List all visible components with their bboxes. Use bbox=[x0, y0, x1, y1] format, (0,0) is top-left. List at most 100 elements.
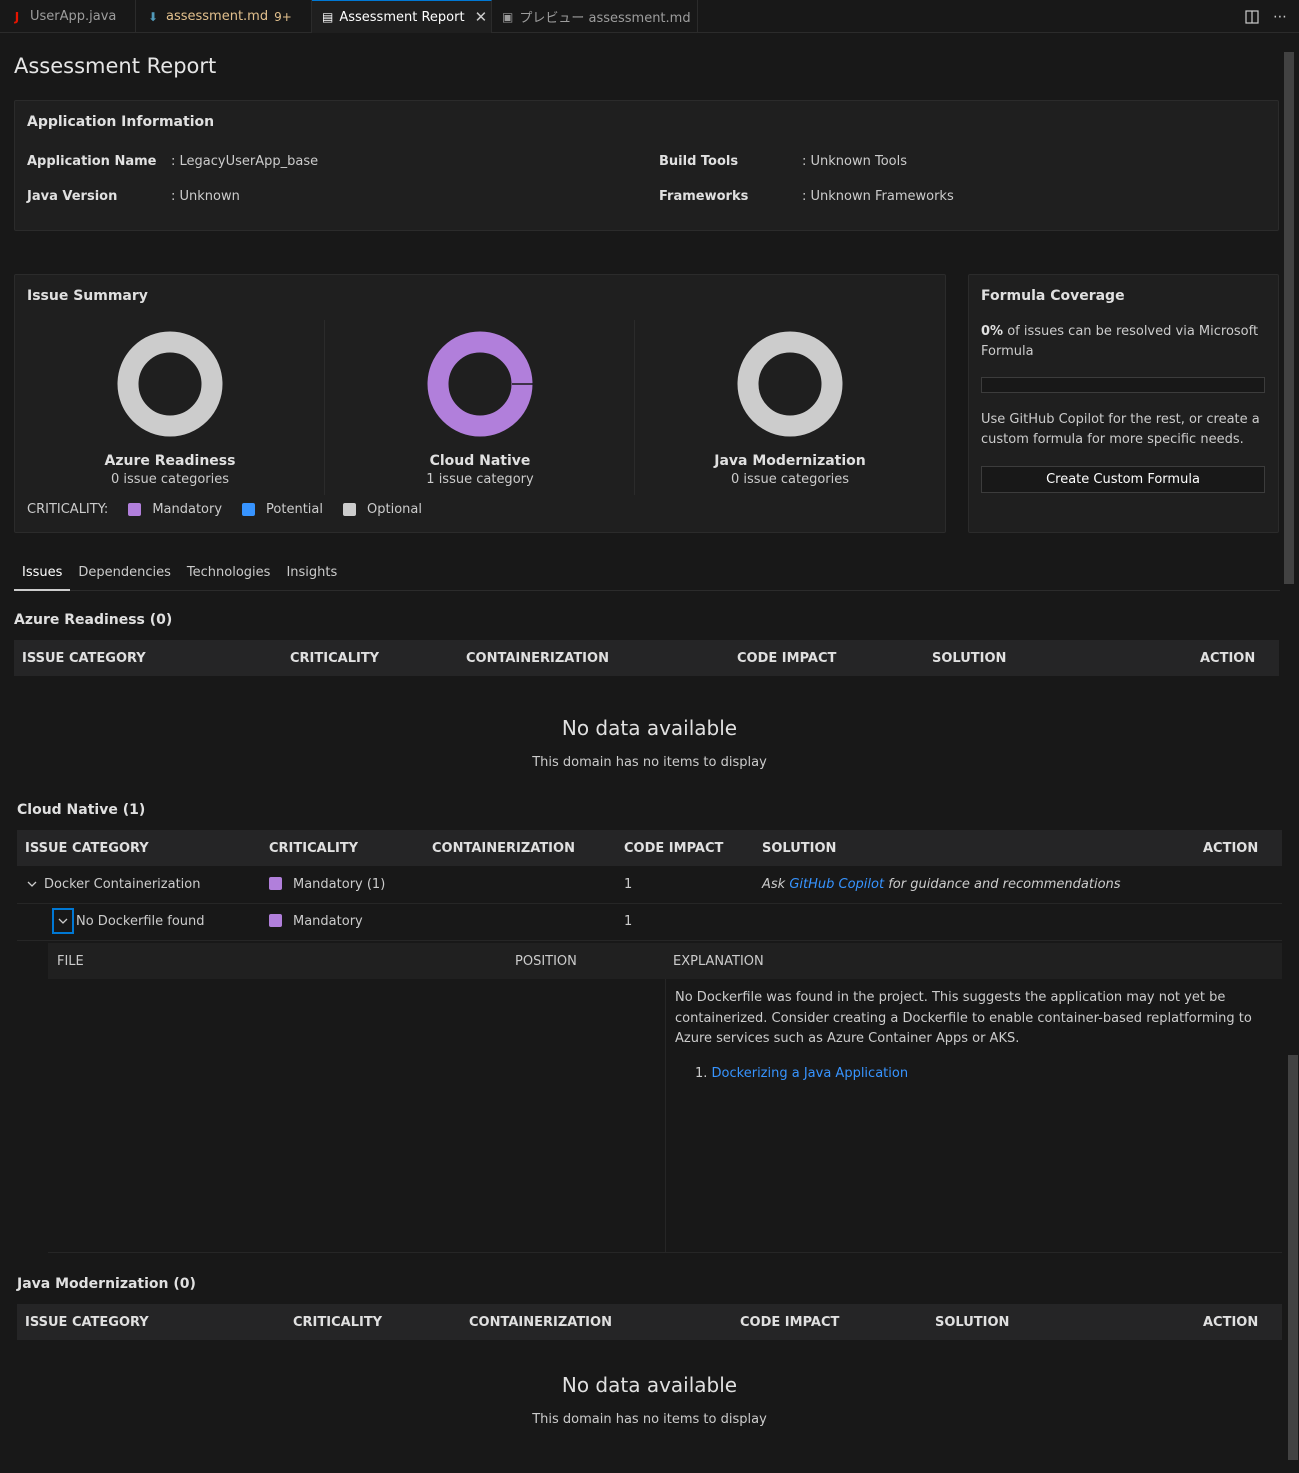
legend-item-mandatory: Mandatory bbox=[152, 502, 223, 517]
issue-summary-title: Issue Summary bbox=[27, 288, 148, 304]
criticality-label: Mandatory bbox=[293, 914, 363, 929]
report-tabs: Issues Dependencies Technologies Insight… bbox=[14, 560, 1280, 591]
more-actions-icon[interactable]: ⋯ bbox=[1273, 8, 1287, 25]
col-code-impact[interactable]: Code Impact bbox=[624, 841, 724, 856]
markdown-icon: ⬇ bbox=[147, 9, 159, 24]
col-issue-category[interactable]: Issue Category bbox=[25, 841, 149, 856]
solution-suffix: for guidance and recommendations bbox=[884, 877, 1121, 892]
donut-java-modernization[interactable]: Java Modernization 0 issue categories bbox=[660, 331, 920, 487]
frameworks-label: Frameworks bbox=[659, 189, 749, 204]
create-custom-formula-button[interactable]: Create Custom Formula bbox=[981, 466, 1265, 493]
scrollbar-thumb-lower[interactable] bbox=[1288, 1055, 1298, 1460]
col-action[interactable]: Action bbox=[1203, 841, 1259, 856]
criticality-swatch bbox=[269, 914, 282, 927]
donut-chart bbox=[427, 331, 533, 437]
scrollbar-thumb-upper[interactable] bbox=[1284, 52, 1294, 584]
chevron-down-icon[interactable] bbox=[26, 878, 38, 893]
github-copilot-link[interactable]: GitHub Copilot bbox=[789, 877, 885, 892]
col-criticality[interactable]: Criticality bbox=[290, 651, 380, 666]
col-criticality[interactable]: Criticality bbox=[293, 1315, 383, 1330]
java-no-data-subtitle: This domain has no items to display bbox=[532, 1412, 767, 1427]
tab-assessment-md[interactable]: ⬇ assessment.md 9+ bbox=[136, 0, 312, 33]
code-impact-cell: 1 bbox=[624, 914, 633, 929]
col-position[interactable]: Position bbox=[515, 954, 577, 969]
col-containerization[interactable]: Containerization bbox=[469, 1315, 612, 1330]
donut-chart bbox=[737, 331, 843, 437]
tab-dependencies[interactable]: Dependencies bbox=[78, 565, 171, 580]
formula-coverage-title: Formula Coverage bbox=[981, 288, 1125, 304]
chevron-down-icon[interactable] bbox=[52, 908, 74, 934]
tab-assessment-report[interactable]: ▤ Assessment Report ✕ bbox=[312, 0, 492, 33]
split-editor-icon[interactable] bbox=[1245, 9, 1259, 24]
tab-preview-assessment-md[interactable]: ▣ プレビュー assessment.md bbox=[492, 0, 698, 33]
divider bbox=[634, 320, 635, 495]
col-solution[interactable]: Solution bbox=[935, 1315, 1010, 1330]
tab-label: UserApp.java bbox=[30, 9, 117, 24]
azure-readiness-section-title: Azure Readiness (0) bbox=[14, 612, 173, 628]
criticality-cell: Mandatory bbox=[269, 914, 363, 929]
legend-item-optional: Optional bbox=[367, 502, 422, 517]
dockerizing-java-link[interactable]: Dockerizing a Java Application bbox=[711, 1066, 909, 1081]
divider bbox=[324, 320, 325, 495]
azure-table-header: Issue Category Criticality Containerizat… bbox=[14, 640, 1279, 676]
coverage-description: of issues can be resolved via Microsoft … bbox=[981, 324, 1259, 359]
col-criticality[interactable]: Criticality bbox=[269, 841, 359, 856]
table-row-no-dockerfile[interactable]: No Dockerfile found Mandatory 1 bbox=[17, 904, 1282, 941]
frameworks-value: : Unknown Frameworks bbox=[802, 189, 954, 204]
java-icon: J bbox=[14, 9, 20, 24]
donut-cloud-native[interactable]: Cloud Native 1 issue category bbox=[350, 331, 610, 487]
tab-insights[interactable]: Insights bbox=[286, 565, 338, 580]
solution-prefix: Ask bbox=[762, 877, 790, 892]
java-version-value: : Unknown bbox=[171, 189, 240, 204]
donut-count: 1 issue category bbox=[426, 472, 534, 487]
donut-chart bbox=[117, 331, 223, 437]
col-issue-category[interactable]: Issue Category bbox=[22, 651, 146, 666]
legend-swatch-mandatory bbox=[128, 503, 142, 516]
formula-coverage-panel bbox=[968, 274, 1279, 533]
tab-technologies[interactable]: Technologies bbox=[186, 565, 271, 580]
donut-azure-readiness[interactable]: Azure Readiness 0 issue categories bbox=[40, 331, 300, 487]
tab-userapp-java[interactable]: J UserApp.java bbox=[0, 0, 136, 33]
table-row-docker-containerization[interactable]: Docker Containerization Mandatory (1) 1 … bbox=[17, 867, 1282, 904]
tab-label: Assessment Report bbox=[339, 9, 465, 25]
detail-table-header: File Position Explanation bbox=[48, 943, 1282, 979]
azure-no-data-title: No data available bbox=[561, 716, 738, 740]
reference-number: 1. bbox=[695, 1066, 708, 1081]
col-code-impact[interactable]: Code Impact bbox=[740, 1315, 840, 1330]
coverage-percent: 0% bbox=[981, 324, 1004, 339]
col-issue-category[interactable]: Issue Category bbox=[25, 1315, 149, 1330]
col-explanation[interactable]: Explanation bbox=[673, 954, 764, 969]
col-solution[interactable]: Solution bbox=[762, 841, 837, 856]
issue-summary-panel bbox=[14, 274, 946, 533]
donut-count: 0 issue categories bbox=[110, 472, 230, 487]
tabbar-actions: ⋯ bbox=[1245, 0, 1287, 33]
app-name-label: Application Name bbox=[27, 154, 157, 169]
issue-name: No Dockerfile found bbox=[76, 914, 205, 929]
donut-name: Java Modernization bbox=[714, 453, 866, 469]
close-icon[interactable]: ✕ bbox=[474, 8, 488, 26]
col-file[interactable]: File bbox=[57, 954, 84, 969]
cloud-table-header: Issue Category Criticality Containerizat… bbox=[17, 830, 1282, 866]
col-solution[interactable]: Solution bbox=[932, 651, 1007, 666]
java-modernization-section-title: Java Modernization (0) bbox=[17, 1276, 196, 1292]
coverage-progress-bar bbox=[981, 377, 1265, 393]
legend-swatch-potential bbox=[242, 503, 256, 516]
tab-issues[interactable]: Issues bbox=[14, 560, 71, 591]
cloud-native-section-title: Cloud Native (1) bbox=[17, 802, 146, 818]
java-table-header: Issue Category Criticality Containerizat… bbox=[17, 1304, 1282, 1340]
app-info-panel bbox=[14, 100, 1279, 231]
build-tools-value: : Unknown Tools bbox=[802, 154, 908, 169]
criticality-swatch bbox=[269, 877, 282, 890]
issue-category-name: Docker Containerization bbox=[44, 877, 201, 892]
col-containerization[interactable]: Containerization bbox=[432, 841, 575, 856]
problems-badge: 9+ bbox=[274, 9, 292, 24]
criticality-label: Mandatory (1) bbox=[293, 877, 386, 892]
tab-label: プレビュー assessment.md bbox=[519, 11, 691, 26]
col-action[interactable]: Action bbox=[1200, 651, 1256, 666]
col-containerization[interactable]: Containerization bbox=[466, 651, 609, 666]
app-name-value: : LegacyUserApp_base bbox=[171, 154, 319, 169]
col-action[interactable]: Action bbox=[1203, 1315, 1259, 1330]
legend-label: CRITICALITY: bbox=[27, 502, 109, 517]
col-code-impact[interactable]: Code Impact bbox=[737, 651, 837, 666]
page-title: Assessment Report bbox=[14, 54, 217, 78]
